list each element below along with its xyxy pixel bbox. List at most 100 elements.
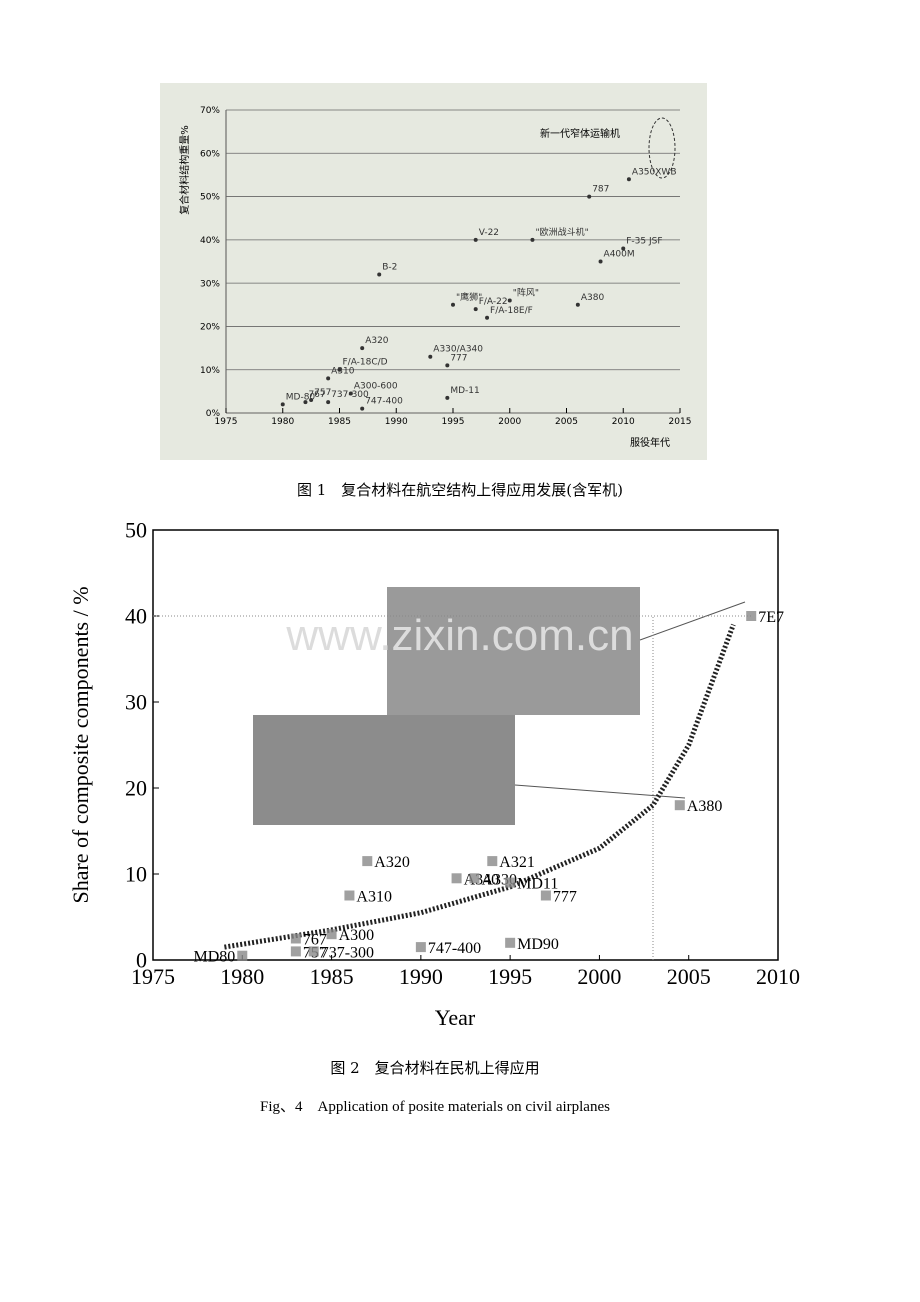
- point-label: A310: [331, 366, 355, 376]
- point-label: 777: [553, 889, 577, 906]
- point: [280, 402, 285, 407]
- point-label: "欧洲战斗机": [535, 226, 588, 238]
- y-tick-label: 0%: [206, 409, 221, 419]
- x-tick-label: 1995: [442, 417, 465, 427]
- point: [326, 376, 331, 381]
- point: [505, 877, 516, 888]
- x-tick-label: 1980: [220, 964, 264, 989]
- point-label: A380: [687, 798, 723, 815]
- point: [473, 307, 478, 312]
- point-label: A300: [339, 927, 375, 944]
- caption-en: Fig、4 Application of posite materials on…: [260, 1099, 610, 1115]
- point: [309, 398, 314, 403]
- watermark: www.zixin.com.cn: [285, 611, 633, 660]
- point-label: A320: [374, 854, 410, 871]
- point: [290, 933, 301, 944]
- y-tick-label: 50: [125, 518, 147, 543]
- point-label: F/A-22: [479, 297, 508, 307]
- point-label: "阵风": [513, 286, 539, 298]
- annotation: 新一代窄体运输机: [540, 127, 620, 140]
- point: [598, 259, 603, 264]
- point-label: A310: [356, 889, 392, 906]
- annotation-ellipse: [648, 117, 676, 179]
- point-label: 747-400: [428, 940, 481, 957]
- scan-background: [160, 83, 707, 460]
- point: [344, 890, 355, 901]
- point: [674, 800, 685, 811]
- point: [621, 246, 626, 251]
- point-label: F/A-18C/D: [343, 358, 388, 368]
- point-label: 767: [303, 932, 327, 949]
- point: [540, 890, 551, 901]
- point-label: A320: [365, 336, 389, 346]
- y-tick-label: 20%: [200, 323, 220, 333]
- point-label: "鹰狮": [456, 291, 482, 303]
- point-label: A330/A340: [433, 345, 483, 355]
- x-axis-label: Year: [435, 1005, 476, 1030]
- caption: 图 1 复合材料在航空结构上得应用发展(含军机): [297, 481, 623, 499]
- point: [530, 237, 535, 242]
- point: [487, 856, 498, 867]
- point-label: 787: [592, 185, 609, 195]
- point: [451, 302, 455, 307]
- plot-frame: [152, 529, 779, 961]
- point-label: MD11: [517, 876, 558, 893]
- y-tick-label: 40: [125, 604, 147, 629]
- x-tick-label: 2010: [612, 417, 635, 427]
- point: [290, 946, 301, 957]
- x-tick-label: 1975: [131, 964, 175, 989]
- x-tick-label: 1990: [399, 964, 443, 989]
- photo: [253, 715, 515, 825]
- point: [507, 298, 512, 303]
- point: [360, 346, 365, 351]
- point-label: 737-300: [321, 944, 374, 961]
- y-tick-label: 40%: [200, 236, 220, 246]
- y-axis-label: Share of composite components / %: [68, 586, 93, 903]
- y-axis-label: 复合材料结构重量%: [178, 125, 191, 215]
- y-tick-label: 70%: [200, 106, 220, 116]
- point: [575, 302, 580, 307]
- point: [469, 873, 480, 884]
- point: [326, 400, 331, 405]
- y-tick-label: 50%: [200, 193, 220, 203]
- point: [337, 367, 342, 372]
- point: [451, 873, 462, 884]
- y-tick-label: 60%: [200, 149, 220, 159]
- x-tick-label: 1980: [271, 417, 294, 427]
- point-label: F/A-18E/F: [490, 306, 533, 316]
- point: [746, 611, 757, 621]
- point: [303, 400, 308, 405]
- point-label: 767: [308, 390, 325, 400]
- point-label: A350XWB: [632, 167, 677, 177]
- point-label: A300-600: [354, 382, 398, 392]
- x-tick-label: 1975: [215, 417, 238, 427]
- point-label: MD80: [194, 949, 236, 966]
- point-label: MD-11: [450, 386, 479, 396]
- point-label: 747-400: [365, 397, 403, 407]
- point-label: A380: [581, 293, 605, 303]
- point: [626, 177, 631, 182]
- point-label: MD90: [517, 936, 559, 953]
- point: [326, 929, 337, 940]
- point: [360, 406, 365, 411]
- point-label: A400M: [604, 250, 635, 260]
- point: [485, 315, 490, 320]
- point-label: 7E7: [758, 609, 784, 626]
- point: [237, 950, 248, 961]
- point: [473, 237, 478, 242]
- point-label: 777: [450, 353, 467, 363]
- trend-line: [224, 623, 736, 950]
- point: [505, 937, 516, 948]
- point-label: F-35 JSF: [626, 237, 662, 247]
- point: [587, 194, 592, 199]
- x-tick-label: 2010: [756, 964, 800, 989]
- y-tick-label: 20: [125, 776, 147, 801]
- point: [445, 363, 450, 368]
- x-tick-label: 2015: [669, 417, 692, 427]
- point: [377, 272, 382, 277]
- point: [428, 354, 433, 359]
- point: [348, 391, 353, 396]
- point: [362, 856, 373, 867]
- point-label: B-2: [382, 262, 397, 272]
